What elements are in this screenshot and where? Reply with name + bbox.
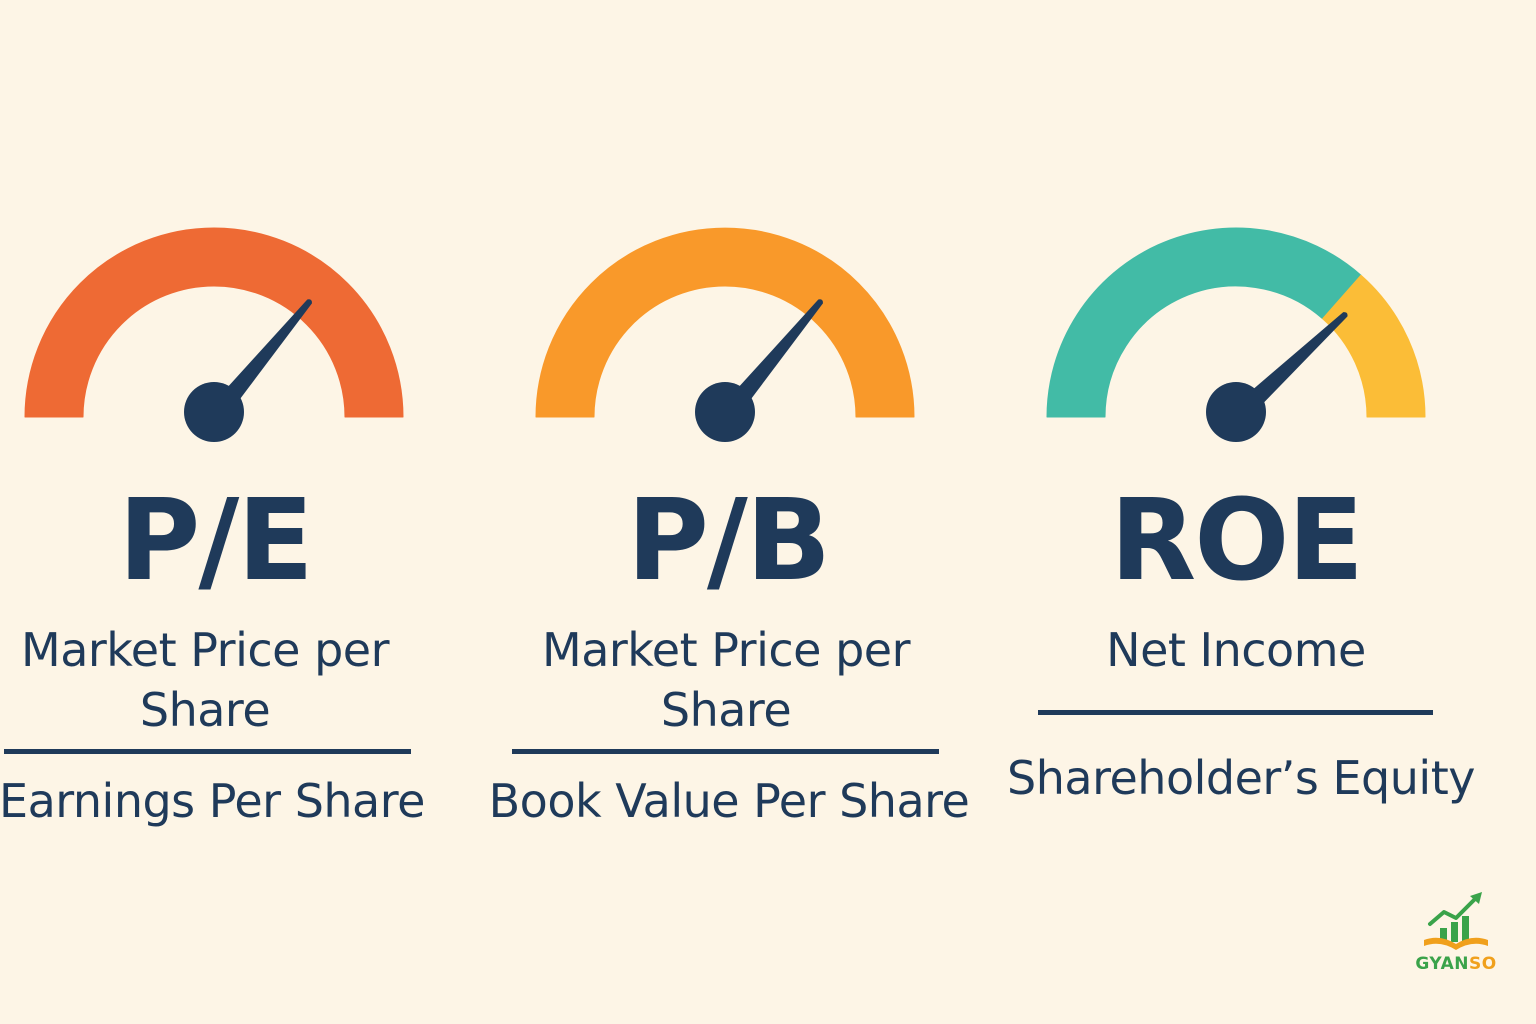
pe-fraction-bar — [4, 749, 411, 754]
gauge-arc-segment — [1046, 227, 1362, 418]
pb-numerator: Market Price per Share — [542, 623, 911, 737]
logo-text-part1: GYAN — [1415, 954, 1469, 974]
roe-title: ROE — [1110, 476, 1364, 606]
pb-fraction-bar — [512, 749, 939, 754]
gauge-arc-segment — [24, 227, 404, 418]
roe-denominator: Shareholder’s Equity — [1007, 751, 1475, 805]
gauge-needle-hub — [695, 382, 755, 442]
pe-numerator: Market Price per Share — [21, 623, 390, 737]
gauge-needle-hub — [184, 382, 244, 442]
gyanso-logo: GYANSO — [1406, 890, 1506, 980]
pb-gauge — [535, 227, 915, 442]
pb-denominator: Book Value Per Share — [488, 774, 970, 828]
pe-denominator: Earnings Per Share — [0, 774, 425, 828]
pe-gauge — [24, 227, 404, 442]
gauge-needle-hub — [1206, 382, 1266, 442]
gauge-arc-segment — [535, 227, 915, 418]
logo-text-part2: SO — [1468, 954, 1497, 974]
logo-text: GYANSO — [1406, 954, 1506, 974]
roe-numerator: Net Income — [1106, 623, 1366, 677]
roe-fraction-bar — [1038, 710, 1433, 715]
growth-chart-book-icon — [1424, 892, 1488, 950]
roe-gauge — [1046, 227, 1426, 442]
pe-title: P/E — [118, 476, 314, 606]
pb-title: P/B — [626, 476, 831, 606]
gauge-arc-segment — [1322, 274, 1426, 418]
